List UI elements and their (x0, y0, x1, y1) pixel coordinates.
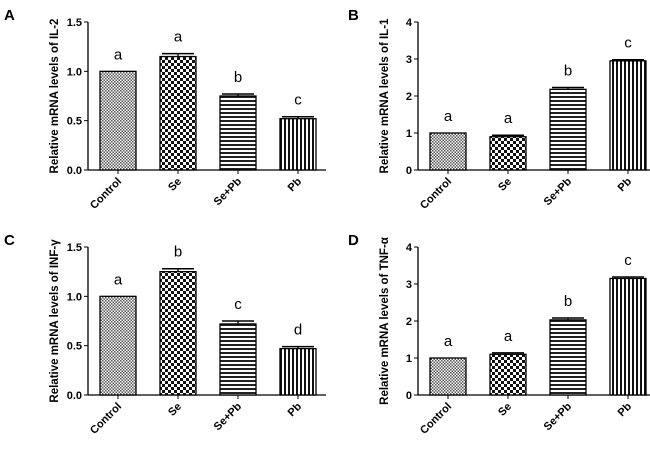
bar-control (429, 357, 467, 396)
x-tick-label: Control (88, 176, 124, 212)
y-tick-label: 1.5 (67, 17, 82, 29)
panel-d: D 0 1 2 3 4 Relative mRNA levels of TNF-α a Cont… (348, 232, 650, 437)
panel-label: A (4, 7, 15, 24)
bar-se-pb (549, 88, 587, 171)
x-tick-label: Se (496, 401, 514, 419)
y-tick-label: 1 (406, 353, 412, 365)
y-tick-label: 1.5 (67, 242, 82, 254)
bar-se-pb (219, 323, 257, 396)
x-tick-label: Se (166, 176, 184, 194)
x-tick-label: Se (166, 401, 184, 419)
bar-se (159, 55, 197, 171)
panel-label: B (348, 7, 359, 24)
y-tick-label: 0.0 (67, 390, 82, 402)
significance-letter: b (174, 244, 182, 261)
bar-se-pb (219, 95, 257, 171)
bar-control (99, 70, 137, 171)
y-tick-label: 2 (406, 316, 412, 328)
y-tick-label: 0.5 (67, 341, 82, 353)
x-tick-label: Se+Pb (212, 175, 245, 208)
bar-pb (609, 60, 647, 171)
significance-letter: c (624, 252, 632, 269)
significance-letter: c (234, 296, 242, 313)
panel-label: C (4, 232, 15, 249)
significance-letter: c (624, 35, 632, 52)
y-tick-label: 0 (406, 390, 412, 402)
x-tick-label: Pb (286, 175, 305, 194)
panel-a: A 0.0 0.5 1.0 1.5 Relative mRNA levels of IL-… (4, 7, 326, 212)
x-tick-label: Control (88, 401, 124, 437)
bar-se (159, 271, 197, 396)
significance-letter: a (444, 108, 453, 125)
y-tick-label: 0.0 (67, 165, 82, 177)
x-tick-label: Pb (286, 400, 305, 419)
y-tick-label: 3 (406, 279, 412, 291)
y-tick-label: 0 (406, 165, 412, 177)
significance-letter: a (174, 29, 183, 46)
bar-se-pb (549, 319, 587, 396)
y-tick-label: 1.0 (67, 291, 82, 303)
y-tick-label: 2 (406, 91, 412, 103)
significance-letter: a (504, 110, 513, 127)
panel-c: C 0.0 0.5 1.0 1.5 Relative mRNA levels of INF… (4, 232, 326, 437)
x-tick-label: Pb (616, 175, 635, 194)
bar-pb (609, 277, 647, 396)
significance-letter: b (234, 69, 242, 86)
y-tick-label: 1.0 (67, 66, 82, 78)
y-axis-label: Relative mRNA levels of IL-2 (49, 19, 61, 174)
x-tick-label: Se+Pb (542, 400, 575, 433)
x-tick-label: Se+Pb (542, 175, 575, 208)
panel-b: B 0 1 2 3 4 Relative mRNA levels of IL-1 a Contr… (348, 7, 650, 212)
bar-se (489, 136, 527, 171)
x-tick-label: Control (418, 401, 454, 437)
x-tick-label: Se (496, 176, 514, 194)
bar-control (99, 295, 137, 396)
bar-pb (279, 118, 317, 171)
significance-letter: c (294, 92, 302, 109)
y-tick-label: 1 (406, 128, 412, 140)
x-tick-label: Pb (616, 400, 635, 419)
bar-pb (279, 347, 317, 396)
bar-control (429, 132, 467, 171)
y-axis-label: Relative mRNA levels of IL-1 (379, 18, 391, 173)
y-axis-label: Relative mRNA levels of INF-γ (49, 239, 61, 403)
significance-letter: d (294, 322, 302, 339)
significance-letter: a (444, 333, 453, 350)
significance-letter: a (504, 328, 513, 345)
significance-letter: a (114, 271, 123, 288)
bar-se (489, 353, 527, 396)
y-tick-label: 3 (406, 54, 412, 66)
y-axis-label: Relative mRNA levels of TNF-α (379, 237, 391, 405)
y-tick-label: 0.5 (67, 116, 82, 128)
x-tick-label: Control (418, 176, 454, 212)
panel-label: D (348, 232, 359, 249)
significance-letter: b (564, 293, 572, 310)
x-tick-label: Se+Pb (212, 400, 245, 433)
y-tick-label: 4 (406, 17, 413, 29)
y-tick-label: 4 (406, 242, 413, 254)
significance-letter: a (114, 46, 123, 63)
significance-letter: b (564, 62, 572, 79)
